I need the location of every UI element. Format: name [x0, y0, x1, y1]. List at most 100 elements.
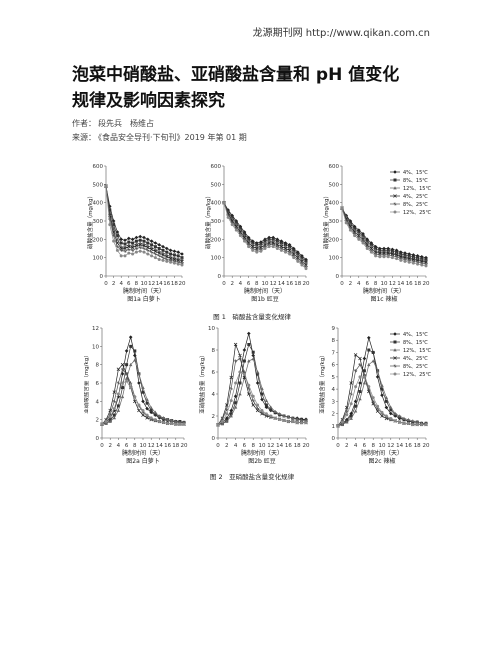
data-point	[354, 404, 358, 408]
x-tick-label: 14	[397, 281, 404, 287]
data-point	[138, 243, 142, 247]
data-point	[367, 335, 371, 340]
data-point	[369, 250, 373, 254]
data-point	[267, 245, 271, 249]
data-point	[165, 259, 169, 263]
site-header[interactable]: 龙源期刊网 http://www.qikan.com.cn	[252, 28, 430, 39]
data-point	[153, 418, 157, 422]
data-point	[371, 359, 375, 363]
data-point	[137, 403, 141, 407]
y-tick-label: 2	[332, 412, 336, 418]
data-point	[178, 422, 182, 426]
data-point	[384, 399, 388, 403]
data-point	[380, 387, 384, 391]
x-tick-label: 8	[374, 281, 378, 287]
x-tick-label: 16	[164, 443, 171, 449]
data-point	[138, 238, 142, 242]
y-tick-label: 0	[100, 274, 104, 280]
data-point	[104, 420, 108, 423]
data-point	[416, 256, 420, 260]
data-point	[123, 242, 127, 246]
data-point	[264, 398, 269, 402]
data-point	[357, 230, 361, 234]
x-tick-label: 8	[371, 443, 375, 449]
data-point	[247, 237, 251, 241]
data-point	[238, 392, 242, 396]
x-tick-label: 4	[357, 281, 361, 287]
data-point	[380, 414, 384, 418]
legend-entry: 12%、25℃	[403, 210, 431, 216]
data-point	[259, 242, 263, 246]
data-point	[263, 247, 267, 250]
data-point	[395, 250, 399, 254]
data-point	[349, 414, 353, 418]
data-point	[131, 241, 135, 245]
data-point	[119, 254, 123, 258]
data-point	[399, 258, 403, 262]
data-point	[161, 253, 165, 257]
x-tick-label: 6	[243, 443, 247, 449]
data-point	[216, 423, 220, 427]
data-point	[247, 343, 251, 346]
data-point	[242, 359, 246, 363]
legend-entry: 12%、15℃	[403, 186, 431, 192]
data-point	[353, 399, 358, 404]
x-tick-label: 20	[179, 281, 186, 287]
data-point	[390, 256, 394, 260]
y-tick-label: 200	[211, 237, 222, 243]
data-point	[271, 235, 275, 240]
data-point	[288, 252, 292, 256]
data-point	[271, 245, 275, 249]
y-tick-label: 600	[93, 164, 104, 170]
legend-entry: 8%、15℃	[403, 178, 428, 184]
x-tick-label: 4	[117, 443, 121, 449]
data-point	[358, 356, 362, 361]
data-point	[255, 370, 260, 374]
data-point	[296, 252, 300, 256]
data-point	[415, 423, 419, 427]
data-point	[407, 254, 411, 258]
data-point	[250, 239, 255, 243]
data-point	[256, 406, 260, 410]
data-point	[116, 404, 120, 408]
data-point	[348, 221, 352, 225]
data-point	[153, 241, 158, 245]
data-point	[340, 206, 344, 210]
x-axis-label: 腌制时间（天）	[244, 287, 286, 295]
data-point	[120, 367, 125, 371]
data-point	[142, 235, 146, 240]
data-point	[229, 408, 233, 413]
data-point	[153, 410, 157, 414]
x-tick-label: 0	[222, 281, 226, 287]
data-point	[153, 245, 157, 249]
x-tick-label: 6	[127, 281, 131, 287]
data-point	[247, 331, 251, 336]
data-point	[386, 248, 390, 252]
data-point	[278, 417, 282, 421]
data-point	[386, 255, 390, 259]
data-point	[296, 259, 300, 263]
data-point	[234, 221, 238, 225]
data-point	[362, 369, 366, 373]
data-point	[300, 421, 304, 425]
x-tick-label: 10	[259, 443, 266, 449]
data-point	[251, 357, 255, 361]
data-point	[275, 237, 280, 242]
data-point	[127, 247, 131, 252]
x-tick-label: 20	[423, 281, 430, 287]
data-point	[358, 397, 362, 401]
data-point	[304, 267, 308, 271]
data-point	[238, 370, 242, 374]
data-point	[376, 404, 380, 408]
data-point	[234, 381, 238, 385]
data-point	[251, 403, 255, 407]
data-point	[141, 399, 145, 404]
data-point	[365, 247, 369, 250]
data-point	[277, 412, 282, 416]
y-tick-label: 400	[329, 201, 340, 207]
data-point	[127, 244, 131, 249]
data-point	[116, 392, 120, 396]
data-point	[362, 356, 367, 361]
data-point	[127, 240, 131, 244]
x-tick-label: 18	[172, 443, 179, 449]
